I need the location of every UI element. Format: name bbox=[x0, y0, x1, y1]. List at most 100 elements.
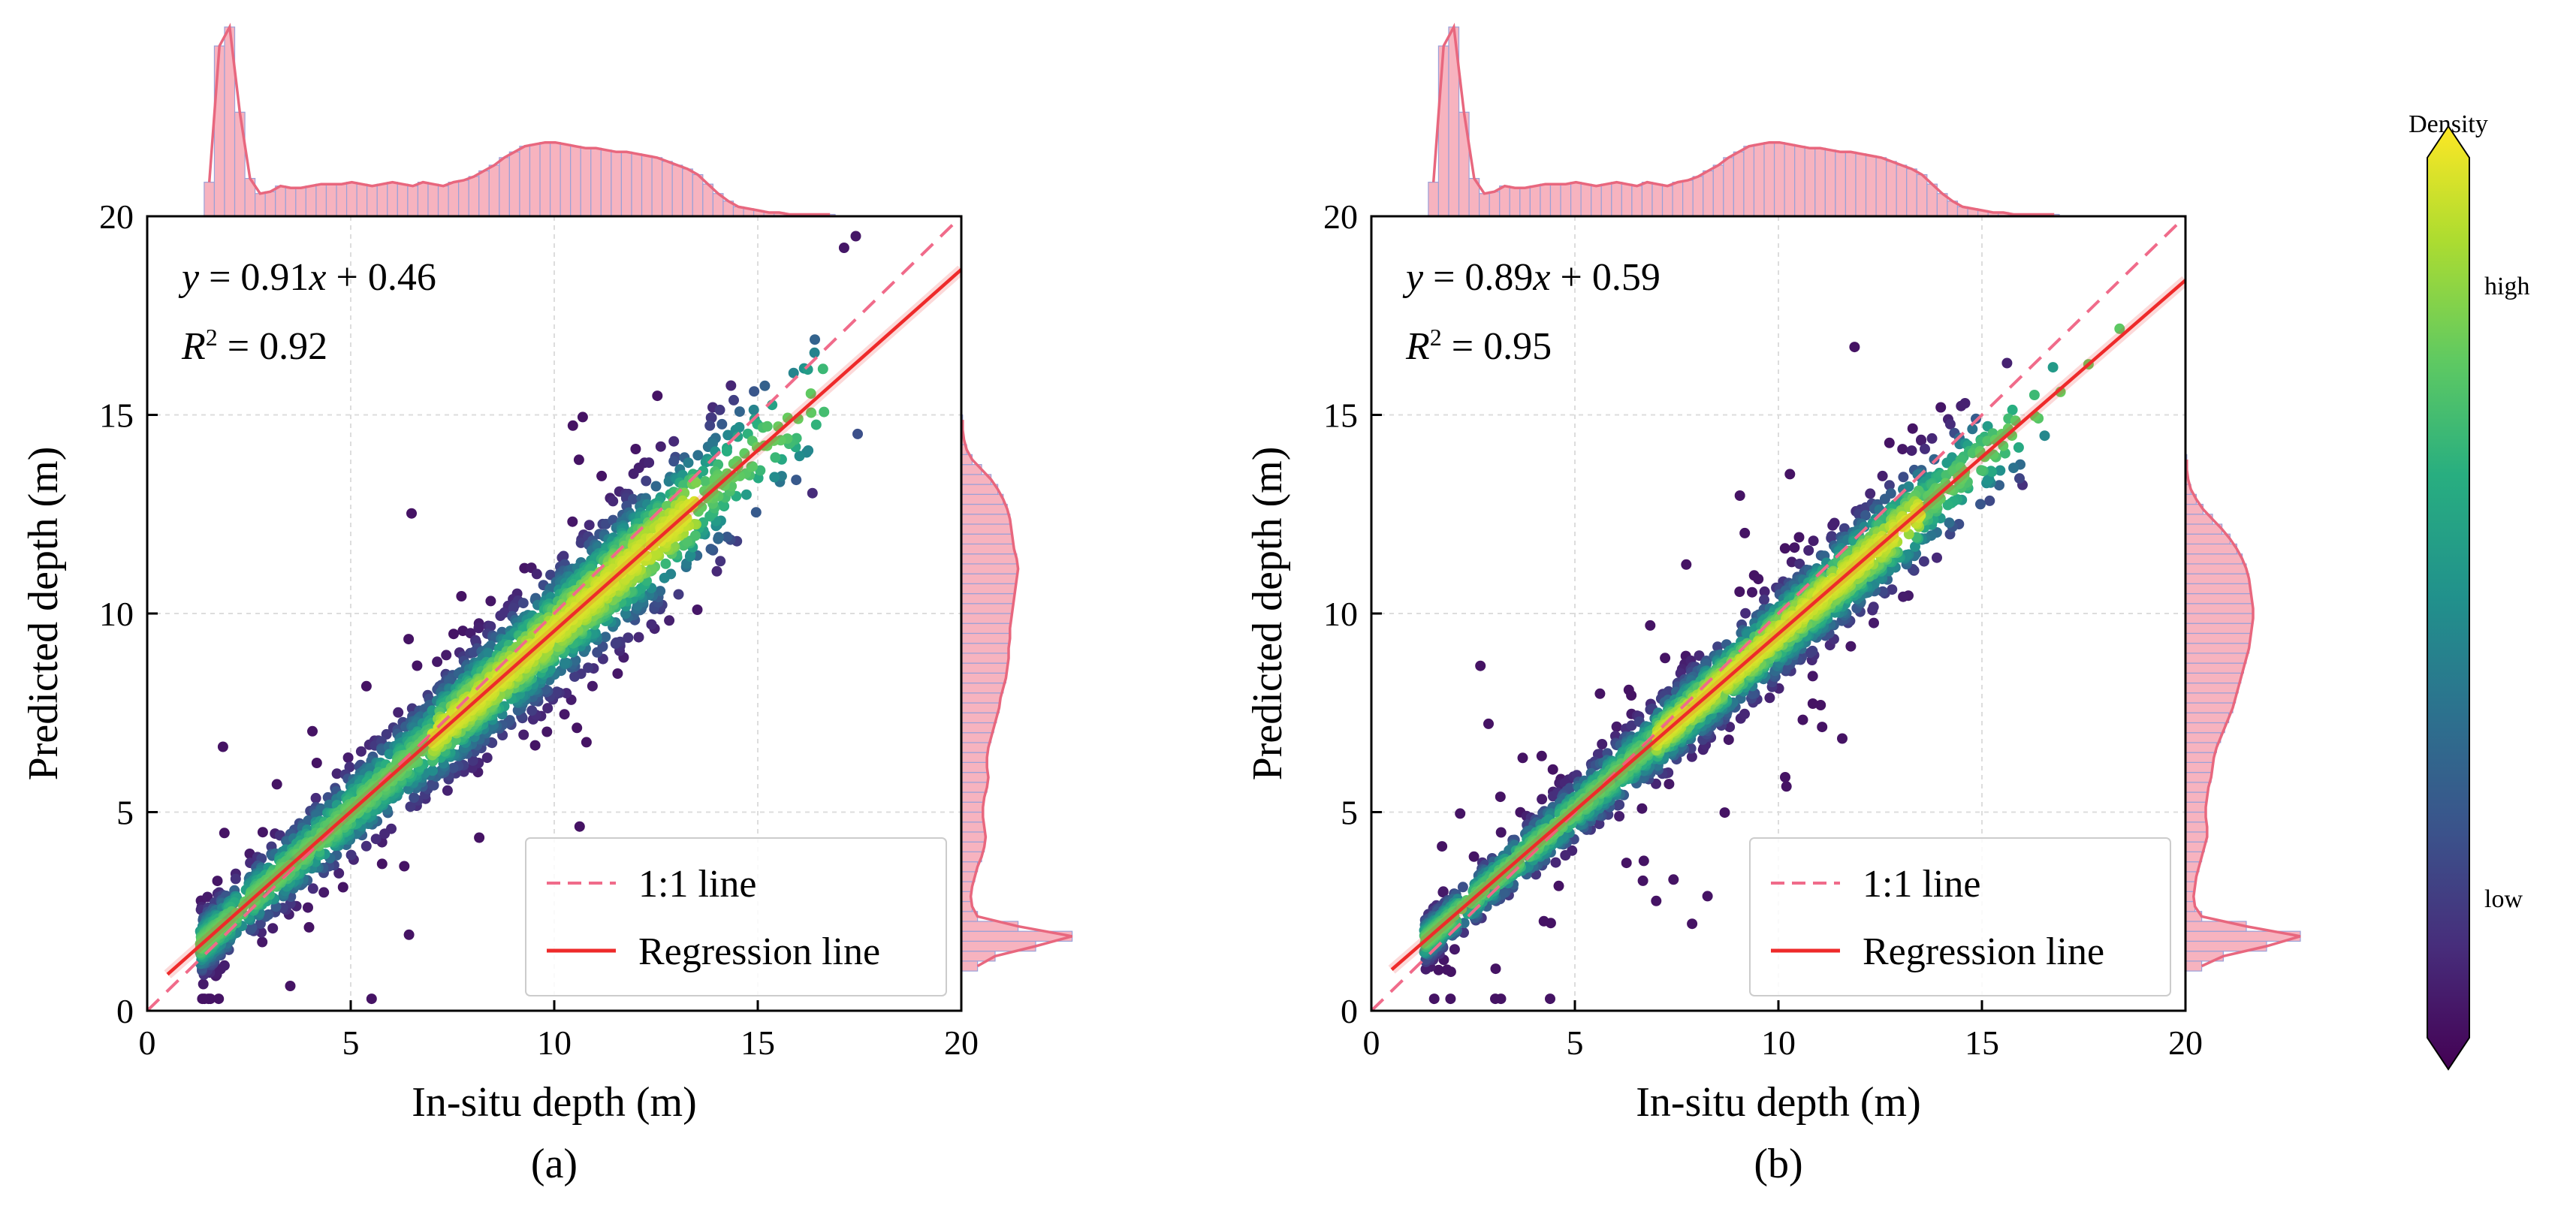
marginal-x-bar bbox=[285, 187, 297, 217]
y-tick-label: 15 bbox=[99, 396, 134, 435]
scatter-point bbox=[1860, 510, 1871, 521]
marginal-x-bar bbox=[1845, 151, 1857, 217]
scatter-point bbox=[633, 632, 644, 643]
scatter-point bbox=[197, 993, 208, 1005]
marginal-x-bar bbox=[356, 183, 368, 217]
scatter-point bbox=[403, 929, 415, 940]
scatter-point bbox=[1784, 469, 1796, 480]
marginal-y-bar bbox=[961, 712, 997, 724]
scatter-point bbox=[1734, 490, 1745, 501]
marginal-x-bar bbox=[560, 143, 572, 217]
marginal-y-bar bbox=[961, 791, 985, 803]
marginal-x-bar bbox=[468, 176, 480, 217]
scatter-point bbox=[1636, 803, 1648, 814]
scatter-point bbox=[1614, 811, 1625, 822]
marginal-x-bar bbox=[620, 151, 632, 217]
marginal-y-bar bbox=[961, 583, 1016, 595]
scatter-point bbox=[655, 586, 666, 597]
scatter-point bbox=[1550, 857, 1561, 868]
scatter-point bbox=[499, 607, 510, 618]
scatter-point bbox=[852, 428, 863, 439]
marginal-y-bar bbox=[961, 503, 1008, 515]
marginal-x-bar bbox=[275, 185, 286, 217]
scatter-point bbox=[659, 572, 670, 583]
marginal-y-bar bbox=[961, 831, 987, 843]
scatter-point bbox=[655, 441, 666, 452]
scatter-point bbox=[575, 537, 587, 548]
marginal-x-bar bbox=[264, 191, 276, 217]
scatter-point bbox=[1793, 532, 1805, 543]
marginal-y-bar bbox=[2185, 643, 2250, 654]
x-tick-label: 15 bbox=[741, 1024, 775, 1062]
scatter-point bbox=[1536, 750, 1547, 761]
marginal-y-bar bbox=[2185, 702, 2234, 713]
scatter-point bbox=[541, 726, 553, 737]
scatter-point bbox=[748, 404, 759, 415]
scatter-point bbox=[483, 648, 494, 659]
scatter-point bbox=[698, 466, 709, 477]
marginal-y-bar bbox=[2185, 573, 2250, 584]
marginal-x-bar bbox=[1794, 146, 1805, 217]
marginal-x-bar bbox=[305, 185, 317, 217]
scatter-point bbox=[581, 737, 592, 748]
scatter-point bbox=[734, 422, 745, 433]
scatter-point bbox=[376, 858, 388, 870]
marginal-y-bar bbox=[961, 742, 989, 753]
scatter-point bbox=[393, 707, 404, 718]
marginal-x-bar bbox=[437, 185, 449, 217]
marginal-y-bar bbox=[961, 851, 982, 863]
marginal-y-bar bbox=[2185, 662, 2245, 674]
marginal-y-bar bbox=[2185, 543, 2238, 555]
scatter-point bbox=[1976, 465, 1987, 476]
marginal-y-bar bbox=[961, 702, 1000, 713]
x-tick-label: 0 bbox=[139, 1024, 156, 1062]
marginal-y-bar bbox=[961, 672, 1007, 684]
marginal-x-bar bbox=[1773, 142, 1785, 217]
scatter-point bbox=[529, 740, 541, 751]
scatter-point bbox=[1759, 594, 1769, 605]
marginal-y-bar bbox=[2185, 851, 2203, 863]
marginal-x-bar bbox=[611, 151, 623, 217]
marginal-x-bar bbox=[570, 146, 581, 217]
scatter-point bbox=[324, 799, 335, 810]
scatter-point bbox=[1932, 552, 1942, 563]
scatter-point bbox=[2007, 404, 2018, 415]
marginal-y-bar bbox=[961, 811, 984, 823]
scatter-point bbox=[1884, 480, 1895, 491]
marginal-x-bar bbox=[662, 161, 673, 217]
marginal-x-bar bbox=[1499, 185, 1510, 217]
scatter-point bbox=[198, 978, 209, 990]
scatter-point bbox=[1942, 499, 1953, 511]
marginal-y-bar bbox=[2185, 692, 2237, 704]
marginal-y-bar bbox=[961, 643, 1009, 654]
scatter-point bbox=[1612, 800, 1624, 811]
scatter-point bbox=[1553, 880, 1564, 891]
marginal-y-bar bbox=[961, 692, 1001, 704]
marginal-y-bar bbox=[2185, 592, 2252, 604]
marginal-x-bar bbox=[1896, 164, 1908, 217]
scatter-point bbox=[1437, 841, 1448, 852]
scatter-point bbox=[217, 741, 228, 752]
scatter-point bbox=[1995, 465, 2006, 476]
scatter-point bbox=[1975, 499, 1986, 510]
scatter-point bbox=[1433, 964, 1444, 975]
scatter-point bbox=[1986, 466, 1996, 477]
scatter-point bbox=[611, 637, 622, 648]
marginal-x-bar bbox=[387, 182, 398, 217]
scatter-point bbox=[573, 454, 584, 466]
scatter-point bbox=[310, 792, 321, 803]
scatter-point bbox=[559, 709, 570, 720]
scatter-point bbox=[683, 457, 694, 469]
marginal-x-bar bbox=[682, 168, 693, 217]
y-tick-label: 10 bbox=[99, 595, 134, 633]
marginal-x-bar bbox=[1549, 183, 1561, 217]
scatter-point bbox=[337, 882, 348, 893]
marginal-y-bar bbox=[2185, 712, 2230, 724]
scatter-point bbox=[1906, 445, 1917, 457]
scatter-point bbox=[1807, 698, 1818, 709]
r-squared: R2 = 0.92 bbox=[181, 324, 327, 368]
marginal-x-bar bbox=[407, 185, 419, 217]
marginal-x-bar bbox=[478, 170, 490, 217]
marginal-x-bar bbox=[600, 149, 612, 217]
marginal-y-bar bbox=[2185, 672, 2242, 684]
